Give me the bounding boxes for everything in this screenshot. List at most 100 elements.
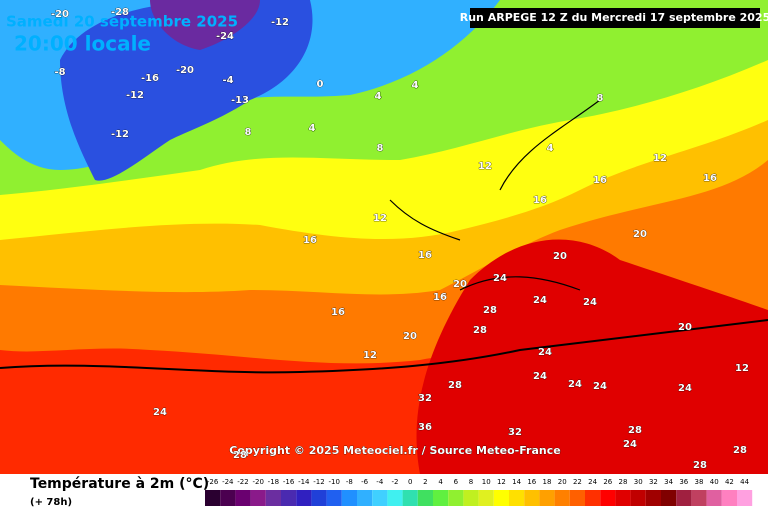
temperature-label: 36 bbox=[418, 422, 432, 433]
colorbar-tick-label: 38 bbox=[695, 478, 704, 486]
colorbar-tick-label: -18 bbox=[268, 478, 279, 486]
temperature-label: -4 bbox=[222, 75, 233, 86]
colorbar-swatch bbox=[372, 490, 388, 506]
colorbar-swatch bbox=[539, 490, 555, 506]
temperature-label: 28 bbox=[628, 425, 642, 436]
colorbar-tick-label: -2 bbox=[392, 478, 399, 486]
map-labels: -28 -20 -24 -12 -16 -20 -8 -12 -4 -13 0 4 4 8 -12 8 12 12… bbox=[51, 7, 750, 472]
colorbar-tick-label: 16 bbox=[527, 478, 536, 486]
colorbar-tick-label: 18 bbox=[543, 478, 552, 486]
temperature-label: 28 bbox=[473, 325, 487, 336]
colorbar-tick-label: 10 bbox=[482, 478, 491, 486]
colorbar-swatch bbox=[676, 490, 692, 506]
temperature-label: 20 bbox=[678, 322, 692, 333]
colorbar-swatch bbox=[281, 490, 297, 506]
colorbar: -26 -24 -22 -20 -18 -16 -14 -12 -10 -8 -6 -4 -2 0 2 4 6 8… bbox=[205, 478, 753, 506]
temperature-label: -20 bbox=[176, 65, 194, 76]
colorbar-tick-label: 36 bbox=[679, 478, 688, 486]
colorbar-tick-label: 8 bbox=[469, 478, 473, 486]
temperature-label: 16 bbox=[533, 195, 547, 206]
temperature-label: -24 bbox=[216, 31, 234, 42]
temperature-label: 20 bbox=[553, 251, 567, 262]
colorbar-swatch bbox=[554, 490, 570, 506]
map-time: 20:00 locale bbox=[14, 32, 151, 56]
greenland bbox=[60, 0, 313, 181]
temperature-label: 12 bbox=[363, 350, 377, 361]
colorbar-tick-label: 40 bbox=[710, 478, 719, 486]
colorbar-tick-label: -16 bbox=[283, 478, 295, 486]
colorbar-tick-label: 34 bbox=[664, 478, 673, 486]
temperature-label: -8 bbox=[54, 67, 65, 78]
temperature-label: 16 bbox=[433, 292, 447, 303]
colorbar-swatch bbox=[721, 490, 737, 506]
temperature-label: 16 bbox=[303, 235, 317, 246]
temperature-label: 28 bbox=[483, 305, 497, 316]
temperature-label: 12 bbox=[373, 213, 387, 224]
legend-title: Température à 2m (°C) bbox=[30, 476, 209, 492]
colorbar-tick-label: 22 bbox=[573, 478, 582, 486]
colorbar-swatch bbox=[509, 490, 525, 506]
colorbar-tick-label: -26 bbox=[207, 478, 219, 486]
colorbar-swatch bbox=[706, 490, 722, 506]
temperature-label: 24 bbox=[493, 273, 507, 284]
temperature-label: 16 bbox=[593, 175, 607, 186]
colorbar-tick-label: -4 bbox=[376, 478, 384, 486]
colorbar-swatch bbox=[630, 490, 646, 506]
map-date: Samedi 20 septembre 2025 bbox=[6, 13, 238, 31]
colorbar-tick-label: -6 bbox=[361, 478, 369, 486]
temperature-label: 8 bbox=[597, 93, 604, 104]
greenland-core bbox=[150, 0, 260, 50]
isotherm bbox=[0, 319, 768, 374]
colorbar-swatch bbox=[357, 490, 373, 506]
colorbar-tick-label: 26 bbox=[603, 478, 612, 486]
colorbar-tick-label: -10 bbox=[328, 478, 339, 486]
colorbar-swatch bbox=[387, 490, 403, 506]
temperature-label: 4 bbox=[547, 143, 554, 154]
temperature-label: 28 bbox=[733, 445, 747, 456]
colorbar-tick-label: 20 bbox=[558, 478, 567, 486]
colorbar-swatch bbox=[661, 490, 677, 506]
temperature-label: 32 bbox=[418, 393, 432, 404]
temperature-label: 24 bbox=[593, 381, 607, 392]
colorbar-swatch bbox=[220, 490, 236, 506]
temperature-label: 8 bbox=[245, 127, 252, 138]
coastline bbox=[389, 99, 601, 291]
colorbar-tick-label: 42 bbox=[725, 478, 734, 486]
run-info: Run ARPEGE 12 Z du Mercredi 17 septembre… bbox=[460, 11, 768, 24]
colorbar-swatch bbox=[433, 490, 449, 506]
temperature-label: 24 bbox=[153, 407, 167, 418]
temperature-label: -13 bbox=[231, 95, 249, 106]
temperature-label: 24 bbox=[583, 297, 597, 308]
colorbar-swatch bbox=[341, 490, 357, 506]
colorbar-swatch bbox=[402, 490, 418, 506]
colorbar-swatch bbox=[569, 490, 585, 506]
temperature-label: 24 bbox=[533, 295, 547, 306]
colorbar-tick-label: 44 bbox=[740, 478, 749, 486]
colorbar-swatch bbox=[311, 490, 327, 506]
temperature-label: 0 bbox=[317, 79, 324, 90]
temperature-label: 24 bbox=[678, 383, 692, 394]
colorbar-tick-label: 24 bbox=[588, 478, 597, 486]
lead-time: (+ 78h) bbox=[30, 497, 72, 508]
temperature-label: 24 bbox=[568, 379, 582, 390]
colorbar-tick-label: -22 bbox=[237, 478, 248, 486]
colorbar-swatch bbox=[524, 490, 540, 506]
europe-africa-land bbox=[416, 239, 768, 474]
colorbar-swatch bbox=[235, 490, 251, 506]
colorbar-tick-label: 4 bbox=[438, 478, 443, 486]
temperature-label: 4 bbox=[375, 91, 382, 102]
run-box bbox=[470, 8, 760, 28]
colorbar-tick-label: 12 bbox=[497, 478, 506, 486]
temperature-label: 20 bbox=[633, 229, 647, 240]
colorbar-tick-label: 0 bbox=[408, 478, 412, 486]
temperature-label: 12 bbox=[653, 153, 667, 164]
colorbar-tick-label: -12 bbox=[313, 478, 324, 486]
colorbar-tick-label: -8 bbox=[346, 478, 353, 486]
temperature-label: -12 bbox=[111, 129, 129, 140]
colorbar-swatch bbox=[478, 490, 494, 506]
temperature-label: 20 bbox=[403, 331, 417, 342]
colorbar-swatch bbox=[585, 490, 601, 506]
copyright: Copyright © 2025 Meteociel.fr / Source M… bbox=[229, 444, 560, 457]
colorbar-swatch bbox=[448, 490, 464, 506]
